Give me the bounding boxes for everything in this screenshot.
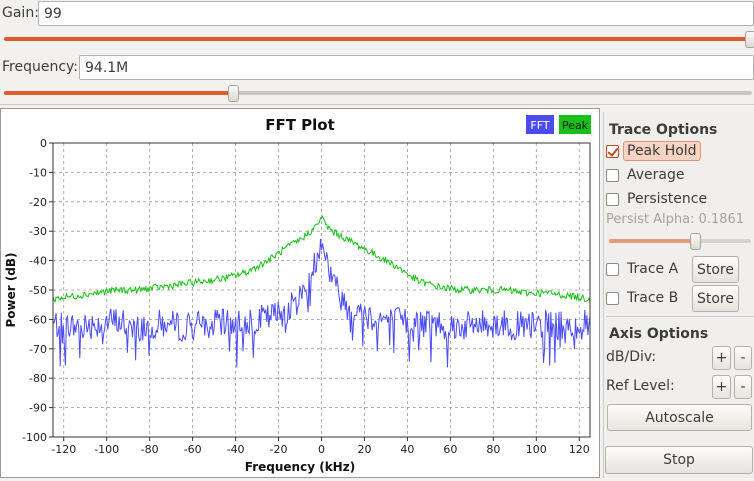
legend-peak-swatch bbox=[559, 115, 591, 134]
y-tick-label: -40 bbox=[29, 255, 47, 268]
fft-plot-frame: FFT Peak FFT Plot -120 -100 -80 -60 -40 -20 0 2… bbox=[0, 108, 600, 478]
controls-separator bbox=[0, 104, 754, 105]
stop-button[interactable]: Stop bbox=[605, 446, 753, 474]
axis-options-title: Axis Options bbox=[609, 326, 709, 342]
legend-peak-label: Peak bbox=[562, 119, 589, 132]
persist-alpha-knob[interactable] bbox=[690, 233, 701, 250]
gain-input[interactable] bbox=[38, 1, 754, 26]
x-tick-label: 40 bbox=[400, 443, 414, 456]
ref-level-minus-button[interactable]: - bbox=[734, 375, 752, 399]
y-tick-label: -100 bbox=[22, 431, 47, 444]
trace-b-store-button[interactable]: Store bbox=[692, 285, 739, 312]
trace-b-label: Trace B bbox=[627, 290, 679, 306]
persistence-checkbox[interactable]: Persistence bbox=[606, 188, 707, 210]
y-tick-label: -60 bbox=[29, 313, 47, 326]
checkbox-checked-icon[interactable] bbox=[606, 144, 619, 158]
persist-alpha-slider[interactable] bbox=[609, 239, 751, 243]
checkbox-icon[interactable] bbox=[606, 291, 619, 305]
frequency-input[interactable] bbox=[79, 55, 754, 80]
legend-fft-label: FFT bbox=[530, 119, 549, 132]
y-tick-label: -20 bbox=[29, 196, 47, 209]
series-line-fft bbox=[52, 238, 591, 368]
plot-title: FFT Plot bbox=[265, 116, 335, 134]
x-tick-label: -80 bbox=[141, 443, 159, 456]
frequency-slider[interactable] bbox=[4, 91, 752, 95]
trace-a-checkbox[interactable]: Trace A bbox=[606, 258, 678, 280]
trace-a-label: Trace A bbox=[627, 261, 679, 277]
fft-plot: FFT Peak FFT Plot -120 -100 -80 -60 -40 -20 0 2… bbox=[4, 115, 591, 474]
frequency-slider-knob[interactable] bbox=[228, 85, 239, 102]
frequency-slider-fill bbox=[4, 91, 232, 95]
checkbox-icon[interactable] bbox=[606, 262, 619, 276]
panel-separator bbox=[606, 316, 754, 317]
gain-slider[interactable] bbox=[4, 37, 752, 41]
y-tick-label: -10 bbox=[29, 166, 47, 179]
autoscale-button[interactable]: Autoscale bbox=[607, 404, 752, 431]
x-tick-label: 60 bbox=[443, 443, 457, 456]
gain-label: Gain: bbox=[2, 5, 39, 21]
x-axis-label: Frequency (kHz) bbox=[245, 460, 355, 474]
legend-fft-swatch bbox=[526, 115, 554, 134]
x-tick-label: 80 bbox=[486, 443, 500, 456]
x-tick-label: -100 bbox=[94, 443, 119, 456]
x-tick-label: 0 bbox=[318, 443, 325, 456]
persist-alpha-label: Persist Alpha: 0.1861 bbox=[606, 212, 745, 227]
persistence-label: Persistence bbox=[627, 191, 708, 207]
frequency-label: Frequency: bbox=[2, 59, 79, 75]
x-tick-label: -60 bbox=[184, 443, 202, 456]
plot-area-border bbox=[52, 142, 591, 438]
average-checkbox[interactable]: Average bbox=[606, 164, 685, 186]
trace-b-checkbox[interactable]: Trace B bbox=[606, 287, 678, 309]
average-label: Average bbox=[627, 167, 685, 183]
trace-options-title: Trace Options bbox=[609, 122, 718, 138]
y-axis-label: Power (dB) bbox=[4, 252, 18, 327]
x-tick-label: 120 bbox=[569, 443, 590, 456]
trace-a-store-button[interactable]: Store bbox=[692, 256, 739, 283]
y-tick-label: -90 bbox=[29, 402, 47, 415]
x-tick-label: 20 bbox=[357, 443, 371, 456]
persist-alpha-fill bbox=[609, 239, 695, 243]
y-tick-label: -70 bbox=[29, 343, 47, 356]
db-div-minus-button[interactable]: - bbox=[734, 346, 752, 370]
peak-hold-label: Peak Hold bbox=[623, 141, 701, 161]
gain-slider-fill bbox=[4, 37, 748, 41]
peak-hold-checkbox[interactable]: Peak Hold bbox=[606, 140, 701, 162]
x-tick-label: -40 bbox=[227, 443, 245, 456]
db-div-plus-button[interactable]: + bbox=[712, 346, 731, 370]
ref-level-plus-button[interactable]: + bbox=[712, 375, 731, 399]
checkbox-icon[interactable] bbox=[606, 192, 619, 206]
y-tick-label: 0 bbox=[40, 137, 47, 150]
y-tick-label: -80 bbox=[29, 372, 47, 385]
db-div-label: dB/Div: bbox=[606, 349, 657, 365]
x-tick-label: -120 bbox=[51, 443, 76, 456]
x-tick-label: -20 bbox=[270, 443, 288, 456]
y-tick-label: -30 bbox=[29, 225, 47, 238]
y-tick-label: -50 bbox=[29, 284, 47, 297]
checkbox-icon[interactable] bbox=[606, 168, 619, 182]
gain-slider-knob[interactable] bbox=[745, 31, 754, 48]
ref-level-label: Ref Level: bbox=[606, 378, 675, 394]
series-line-peak bbox=[52, 215, 591, 303]
x-tick-label: 100 bbox=[526, 443, 547, 456]
